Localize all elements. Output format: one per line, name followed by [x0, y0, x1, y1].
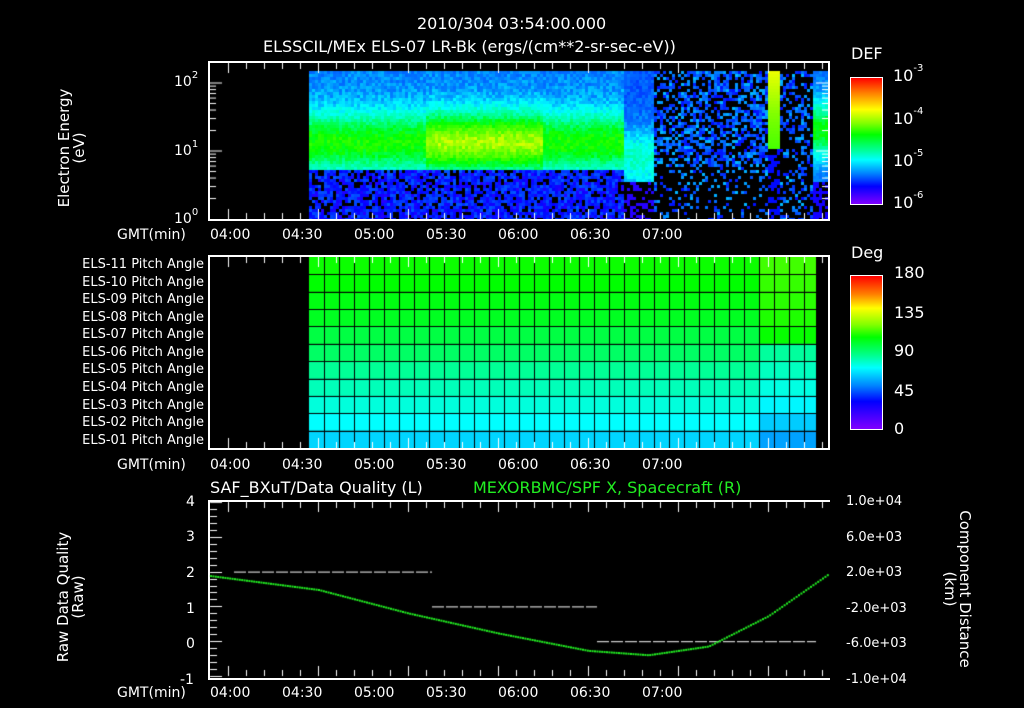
ytick-1e0: 100 [174, 207, 199, 227]
row-label: ELS-09 Pitch Angle [82, 292, 204, 307]
row-label: ELS-10 Pitch Angle [82, 275, 204, 290]
colorbar-deg [850, 275, 883, 430]
panel3-ylabel-left: Raw Data Quality (Raw) [54, 531, 87, 663]
cbar2-tick-0: 0 [894, 419, 905, 438]
panel1-ylabel: Electron Energy (eV) [55, 88, 88, 208]
colorbar2-title: Deg [851, 243, 884, 262]
ytick-1e1: 101 [174, 139, 199, 159]
data-quality-plot[interactable] [208, 500, 830, 680]
colorbar1-title: DEF [851, 44, 883, 63]
cbar1-tick-1e-6: 10-6 [893, 190, 924, 212]
row-label: ELS-11 Pitch Angle [82, 257, 204, 272]
pitch-angle-plot[interactable] [208, 255, 830, 450]
xaxis-label: GMT(min) [117, 227, 186, 243]
xaxis-label: GMT(min) [117, 457, 186, 473]
xaxis-label: GMT(min) [117, 685, 186, 701]
row-label: ELS-03 Pitch Angle [82, 398, 204, 413]
ytick-1e2: 102 [174, 70, 199, 90]
row-label: ELS-04 Pitch Angle [82, 380, 204, 395]
row-label: ELS-06 Pitch Angle [82, 345, 204, 360]
panel3-right-title: MEXORBMC/SPF X, Spacecraft (R) [473, 478, 742, 497]
plot-timestamp: 2010/304 03:54:00.000 [417, 14, 607, 33]
cbar2-tick-135: 135 [894, 303, 925, 322]
row-label: ELS-05 Pitch Angle [82, 362, 204, 377]
colorbar-def [850, 77, 883, 205]
cbar1-tick-1e-3: 10-3 [893, 63, 924, 85]
cbar2-tick-180: 180 [894, 263, 925, 282]
cbar2-tick-45: 45 [894, 381, 915, 400]
panel3-ylabel-right: Component Distance (km) [941, 510, 974, 668]
spectrogram-plot[interactable] [208, 61, 830, 221]
plot-title: ELSSCIL/MEx ELS-07 LR-Bk (ergs/(cm**2-sr… [263, 37, 676, 56]
panel3-left-title: SAF_BXuT/Data Quality (L) [210, 478, 423, 497]
row-label: ELS-08 Pitch Angle [82, 310, 204, 325]
cbar1-tick-1e-5: 10-5 [893, 148, 924, 170]
row-label: ELS-01 Pitch Angle [82, 433, 204, 448]
cbar1-tick-1e-4: 10-4 [893, 106, 924, 128]
row-label: ELS-07 Pitch Angle [82, 327, 204, 342]
cbar2-tick-90: 90 [894, 341, 915, 360]
row-label: ELS-02 Pitch Angle [82, 415, 204, 430]
